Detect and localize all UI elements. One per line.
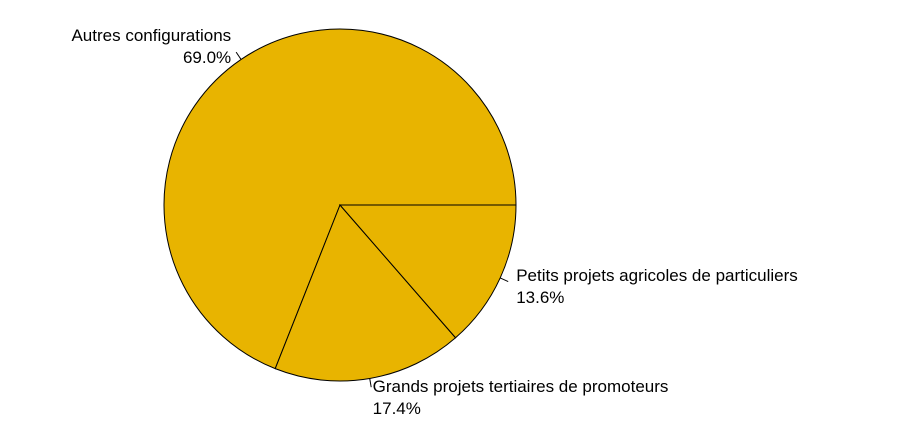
pie-slice: [338, 204, 517, 339]
slice-value-label: 17.4%: [373, 399, 421, 418]
slice-label: Petits projets agricoles de particuliers: [516, 266, 798, 285]
label-tick: [235, 51, 242, 60]
label-tick: [369, 378, 372, 388]
slice-label: Grands projets tertiaires de promoteurs: [373, 377, 669, 396]
label-tick: [499, 277, 509, 283]
slice-label: Autres configurations: [71, 26, 231, 45]
slice-value-label: 69.0%: [183, 48, 231, 67]
slice-value-label: 13.6%: [516, 288, 564, 307]
pie-slice: [163, 28, 517, 370]
